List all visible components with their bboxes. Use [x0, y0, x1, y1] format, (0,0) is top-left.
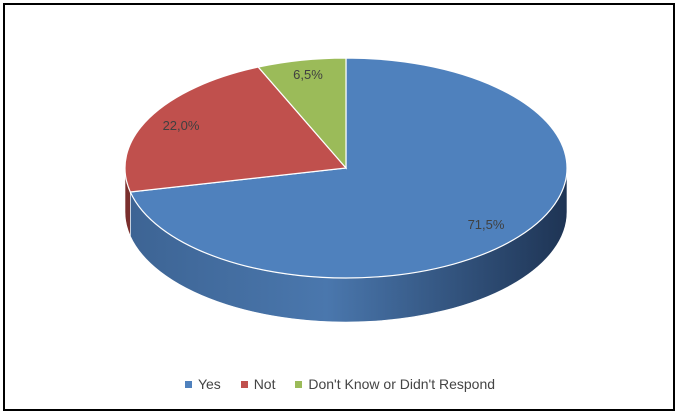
legend: Yes Not Don't Know or Didn't Respond [0, 376, 680, 392]
legend-swatch-not [240, 380, 248, 388]
pie-slice-yes [129, 57, 568, 279]
legend-label-not: Not [253, 376, 276, 392]
pie-slice-dont-know [257, 57, 347, 170]
legend-label-dont-know: Don't Know or Didn't Respond [308, 376, 496, 392]
data-label-not: 22,0% [163, 118, 200, 133]
data-label-dont-know: 6,5% [293, 67, 323, 82]
legend-swatch-yes [184, 380, 192, 388]
legend-item-dont-know: Don't Know or Didn't Respond [295, 376, 495, 392]
pie-slice-not [124, 66, 348, 193]
legend-swatch-dont-know [295, 380, 303, 388]
legend-label-yes: Yes [197, 376, 221, 392]
data-label-yes: 71,5% [468, 217, 505, 232]
legend-item-not: Not [240, 376, 276, 392]
legend-item-yes: Yes [184, 376, 221, 392]
